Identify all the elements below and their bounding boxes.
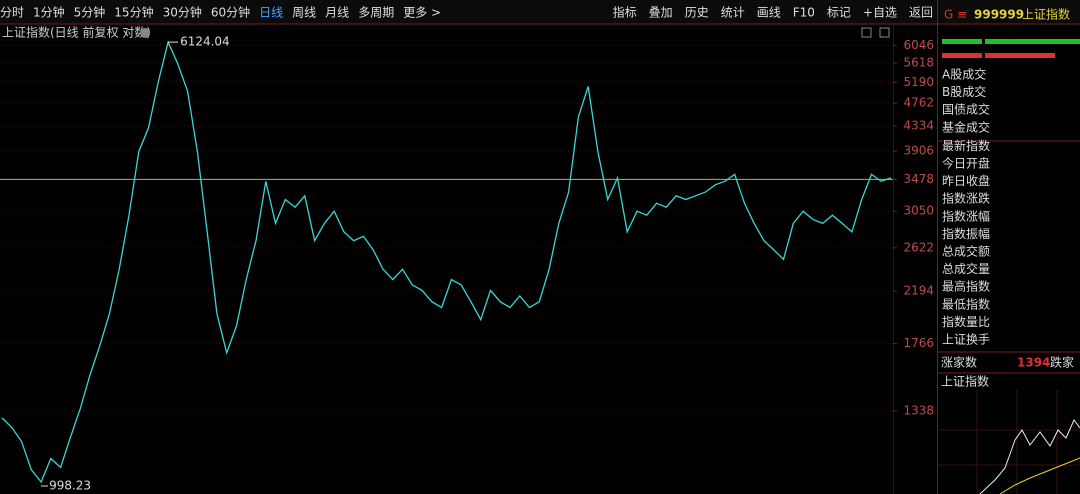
y-tick-label: 6046 <box>903 38 934 52</box>
panel-name: 上证指数 <box>1022 7 1070 22</box>
chart-title: 上证指数(日线 前复权 对数) <box>2 25 151 40</box>
toolbar-button[interactable]: 标记 <box>827 6 851 20</box>
g-icon[interactable]: G ≡ <box>944 8 967 22</box>
toolbar-button[interactable]: 指标 <box>613 5 637 20</box>
y-tick-label: 1766 <box>903 336 934 350</box>
toolbar-button[interactable]: +自选 <box>863 6 897 20</box>
panel-label: 最新指数 <box>942 138 990 153</box>
toolbar-button[interactable]: 返回 <box>909 6 933 20</box>
panel-label: 最低指数 <box>942 296 990 311</box>
ratio-bar <box>942 39 982 44</box>
y-tick-label: 3478 <box>903 172 934 186</box>
ratio-bar <box>942 53 982 58</box>
close-icon[interactable] <box>879 27 890 38</box>
panel-label: 指数涨幅 <box>942 208 990 223</box>
toolbar-button[interactable]: 叠加 <box>649 6 673 20</box>
mini-title: 上证指数 <box>941 374 989 389</box>
panel-label: 基金成交 <box>942 119 990 134</box>
mini-grid <box>937 390 1080 494</box>
price-line <box>1 40 892 484</box>
y-tick-label: 2194 <box>903 284 934 298</box>
panel-label: 国债成交 <box>942 102 990 117</box>
toolbar <box>0 0 1080 24</box>
toolbar-button[interactable]: F10 <box>793 6 815 20</box>
toolbar-tab[interactable]: 60分钟 <box>211 5 250 20</box>
toolbar-button[interactable]: 历史 <box>685 6 709 20</box>
y-tick-label: 5190 <box>903 75 934 89</box>
panel-label: 今日开盘 <box>942 156 990 171</box>
toolbar-tab[interactable]: 30分钟 <box>163 5 202 20</box>
y-tick-label: 4762 <box>903 96 934 110</box>
panel-label: 指数振幅 <box>942 226 990 241</box>
panel-label: 最高指数 <box>942 279 990 294</box>
max-label: 6124.04 <box>180 35 230 49</box>
toolbar-button[interactable]: 统计 <box>721 6 745 20</box>
settings-icon[interactable] <box>861 27 872 38</box>
toolbar-tab[interactable]: 1分钟 <box>33 5 65 20</box>
panel-label: 总成交额 <box>942 244 990 259</box>
y-tick-label: 3050 <box>903 204 934 218</box>
toolbar-tab[interactable]: 5分钟 <box>74 5 106 20</box>
title-dropdown[interactable] <box>140 28 150 38</box>
toolbar-tab[interactable]: 多周期 <box>358 6 394 20</box>
panel-label: 总成交量 <box>942 261 990 276</box>
panel-label: 指数量比 <box>942 314 990 329</box>
mini-price <box>979 419 1080 494</box>
panel-label: B股成交 <box>942 84 986 99</box>
toolbar-button[interactable]: 画线 <box>757 6 781 20</box>
toolbar-tab[interactable]: 周线 <box>292 6 316 20</box>
down-label: 跌家 <box>1050 355 1074 370</box>
y-tick-label: 1338 <box>903 403 934 417</box>
y-tick-label: 3906 <box>903 144 934 158</box>
y-tick-label: 2622 <box>903 240 934 254</box>
toolbar-tab[interactable]: 更多 > <box>403 6 441 20</box>
panel-label: A股成交 <box>942 67 986 82</box>
y-tick-label: 4334 <box>903 118 934 132</box>
up-label: 涨家数 <box>941 355 977 370</box>
toolbar-tab[interactable]: 日线 <box>259 6 283 20</box>
panel-label: 指数涨跌 <box>942 191 990 206</box>
mini-avg <box>999 457 1080 494</box>
y-tick-label: 5618 <box>903 56 934 70</box>
toolbar-tab[interactable]: 月线 <box>325 6 349 20</box>
ratio-bar <box>985 39 1080 44</box>
ratio-bar <box>985 53 1055 58</box>
toolbar-tab[interactable]: 15分钟 <box>114 5 153 20</box>
panel-label: 昨日收盘 <box>942 173 990 188</box>
toolbar-tab[interactable]: 分时 <box>0 6 24 20</box>
panel-code: 999999 <box>974 8 1024 22</box>
panel-label: 上证换手 <box>942 333 990 347</box>
min-label: 998.23 <box>49 478 91 492</box>
up-count: 1394 <box>1017 356 1050 370</box>
